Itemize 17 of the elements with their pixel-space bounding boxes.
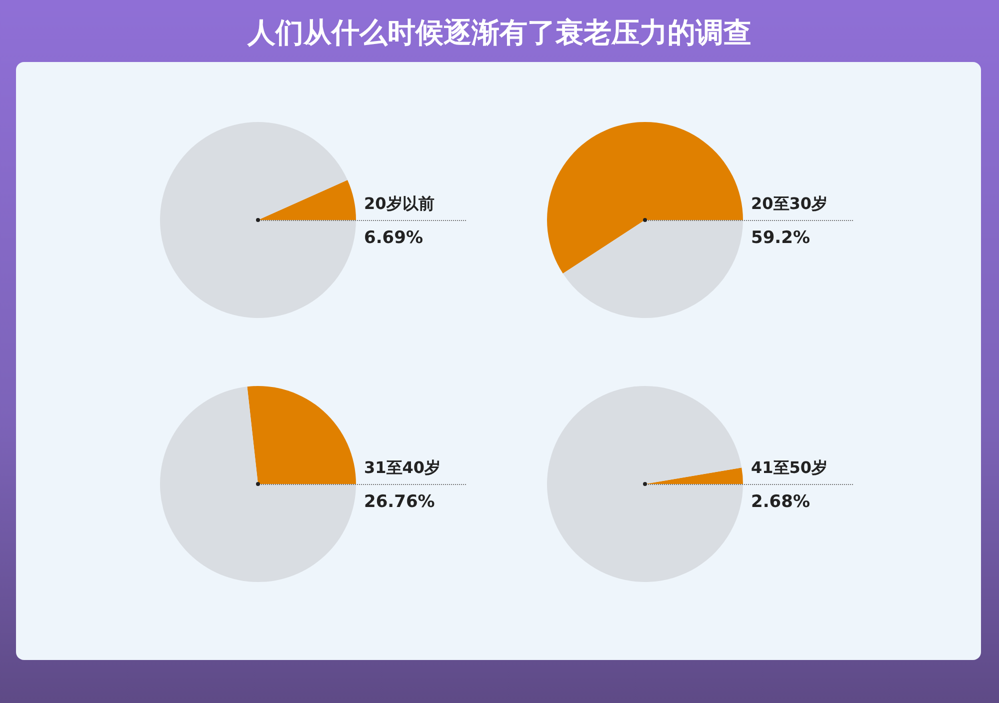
pie-slice	[547, 386, 743, 582]
pie-slice	[258, 180, 356, 220]
data-label: 2.68%	[751, 492, 810, 512]
pie-slice	[160, 386, 356, 582]
text: 人们从什么时候逐渐有了衰老压力的调查	[246, 15, 752, 51]
pie-slice	[247, 386, 356, 484]
slice-label: 31至40岁	[364, 458, 441, 479]
slice-label: 20至30岁	[751, 194, 828, 215]
slice-label: 20岁以前	[364, 194, 434, 215]
slice-label: 41至50岁	[751, 458, 828, 479]
pie-slice	[160, 122, 356, 318]
pie-slice	[547, 122, 743, 274]
data-label: 59.2%	[751, 228, 810, 248]
data-label: 26.76%	[364, 492, 435, 512]
data-label: 6.69%	[364, 228, 423, 248]
pie-slice	[645, 468, 743, 484]
pie-slice	[562, 220, 743, 318]
